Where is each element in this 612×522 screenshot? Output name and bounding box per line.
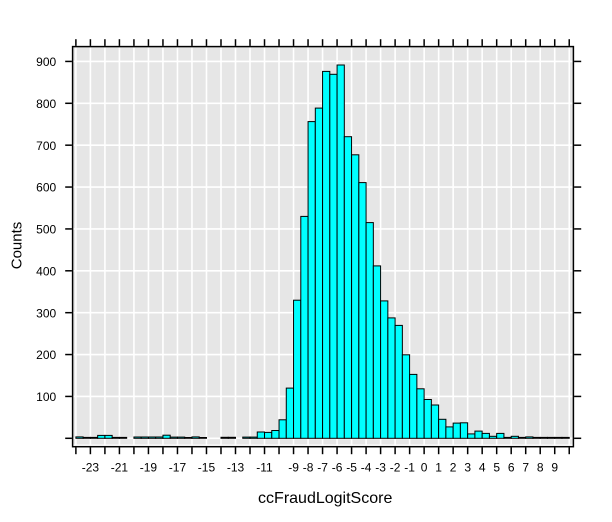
svg-text:200: 200 [36,348,56,362]
svg-text:400: 400 [36,264,56,278]
svg-text:-21: -21 [111,461,129,475]
svg-text:100: 100 [36,390,56,404]
svg-text:-11: -11 [256,461,273,475]
svg-text:-3: -3 [375,461,386,475]
svg-text:-9: -9 [288,461,299,475]
svg-text:2: 2 [450,461,457,475]
svg-text:500: 500 [36,223,56,237]
svg-text:900: 900 [36,55,56,69]
svg-text:-8: -8 [303,461,314,475]
svg-text:7: 7 [522,461,529,475]
svg-text:-15: -15 [198,461,216,475]
svg-text:6: 6 [508,461,515,475]
svg-text:-5: -5 [346,461,357,475]
svg-text:4: 4 [479,461,486,475]
svg-text:-6: -6 [332,461,343,475]
svg-text:-23: -23 [82,461,100,475]
svg-text:800: 800 [36,97,56,111]
svg-text:ccFraudLogitScore: ccFraudLogitScore [258,490,392,507]
svg-text:-7: -7 [317,461,328,475]
svg-text:600: 600 [36,181,56,195]
svg-text:3: 3 [464,461,471,475]
svg-text:-1: -1 [404,461,415,475]
svg-text:5: 5 [493,461,500,475]
svg-text:700: 700 [36,139,56,153]
svg-text:Counts: Counts [9,222,26,270]
svg-text:-13: -13 [227,461,245,475]
svg-text:1: 1 [435,461,442,475]
svg-text:8: 8 [537,461,544,475]
svg-text:300: 300 [36,306,56,320]
svg-text:-4: -4 [361,461,372,475]
svg-text:-2: -2 [390,461,401,475]
svg-text:9: 9 [551,461,558,475]
svg-text:-19: -19 [140,461,158,475]
svg-text:-17: -17 [169,461,187,475]
svg-text:0: 0 [421,461,428,475]
